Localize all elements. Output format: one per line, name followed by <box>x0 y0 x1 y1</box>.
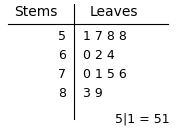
Text: 3 9: 3 9 <box>83 87 103 100</box>
Text: Leaves: Leaves <box>90 5 138 19</box>
Text: 7: 7 <box>58 68 66 81</box>
Text: 5: 5 <box>58 30 66 43</box>
Text: 1 7 8 8: 1 7 8 8 <box>83 30 127 43</box>
Text: 8: 8 <box>58 87 66 100</box>
Text: 0 2 4: 0 2 4 <box>83 49 115 62</box>
Text: 0 1 5 6: 0 1 5 6 <box>83 68 127 81</box>
Text: 5|1 = 51: 5|1 = 51 <box>115 112 169 125</box>
Text: Stems: Stems <box>14 5 58 19</box>
Text: 6: 6 <box>58 49 66 62</box>
